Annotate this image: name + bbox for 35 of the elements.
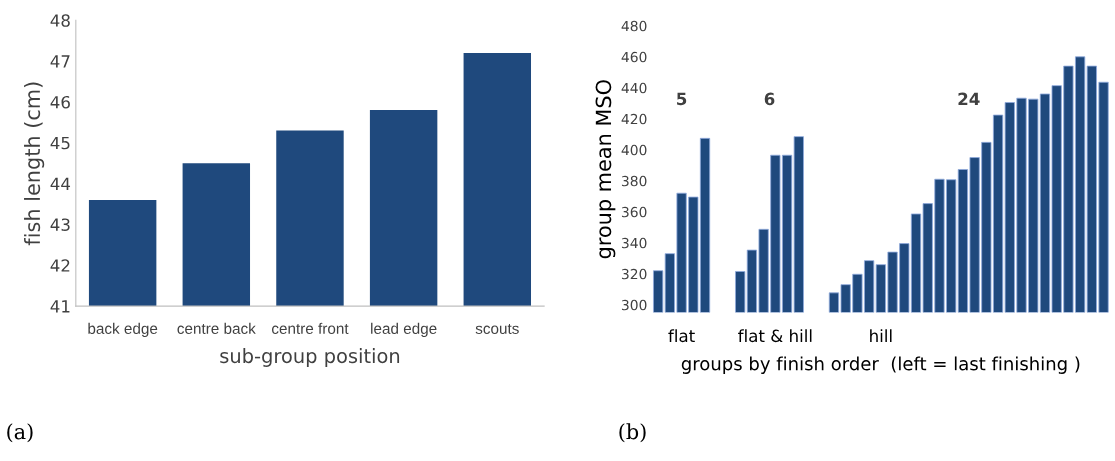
annotation: 6 xyxy=(764,92,775,106)
x-tick-label: flat xyxy=(668,329,695,343)
x-tick-label: back edge xyxy=(88,322,158,338)
y-tick-label: 440 xyxy=(621,82,647,94)
y-tick-label: 48 xyxy=(50,14,70,27)
y-tick-label: 400 xyxy=(621,144,647,156)
text: (a) xyxy=(7,423,33,443)
y-tick-label: 44 xyxy=(50,177,71,190)
y-tick-label: 380 xyxy=(621,175,647,187)
x-tick-label: flat & hill xyxy=(738,329,812,343)
y-tick-label: 46 xyxy=(50,95,70,109)
y-tick-label: 360 xyxy=(621,206,647,218)
x-tick-label: lead edge xyxy=(371,322,437,338)
x-tick-label: centre back xyxy=(177,322,256,334)
y-tick-label: 420 xyxy=(621,113,647,125)
y-tick-label: 47 xyxy=(50,55,70,68)
y-tick-label: 480 xyxy=(621,20,647,32)
y-tick-label: 300 xyxy=(621,299,647,311)
x-axis-title: sub-group position xyxy=(220,348,400,367)
x-tick-label: scouts xyxy=(475,323,519,334)
annotation: 24 xyxy=(958,92,980,105)
annotation: 5 xyxy=(677,92,687,106)
x-tick-label: centre front xyxy=(271,322,349,334)
y-tick-label: 41 xyxy=(50,300,70,313)
y-tick-label: 460 xyxy=(621,51,647,63)
y-tick-label: 45 xyxy=(50,136,70,150)
y-tick-label: 340 xyxy=(621,237,647,249)
y-tick-label: 42 xyxy=(50,259,70,272)
y-axis-title: fish length (cm) xyxy=(24,82,45,246)
x-tick-label: hill xyxy=(870,329,892,342)
y-tick-label: 43 xyxy=(50,218,70,232)
x-axis-title: groups by finish order (left = last finishing ) xyxy=(681,356,1080,374)
y-axis-title: group mean MSO xyxy=(595,80,616,259)
text: (b) xyxy=(619,423,646,443)
y-tick-label: 320 xyxy=(621,268,647,280)
